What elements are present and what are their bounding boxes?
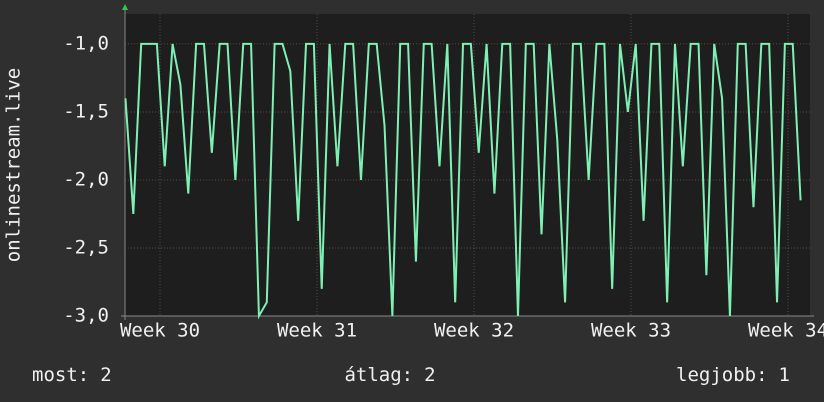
- stat-value: 1: [779, 364, 790, 386]
- stat: most: 2: [32, 364, 112, 386]
- stat-label: legjobb:: [676, 364, 768, 386]
- plot-area: [125, 14, 810, 316]
- axis-arrow: [122, 4, 128, 10]
- stat: átlag: 2: [344, 364, 435, 386]
- stats: most: 2 átlag: 2 legjobb: 1: [32, 364, 790, 386]
- x-tick-label: Week 34: [748, 320, 824, 342]
- y-tick-label: -3,0: [63, 305, 109, 327]
- y-tick-label: -1,0: [63, 32, 109, 54]
- y-tick-label: -2,5: [63, 236, 109, 258]
- data-line: [124, 42, 802, 320]
- y-tick-label: -1,5: [63, 100, 109, 122]
- x-tick-label: Week 33: [591, 320, 671, 342]
- x-tick-label: Week 32: [434, 320, 514, 342]
- stat-label: most:: [32, 364, 89, 386]
- stat-label: átlag:: [344, 364, 413, 386]
- x-tick-label: Week 31: [277, 320, 357, 342]
- stat: legjobb: 1: [676, 364, 790, 386]
- y-axis-label: onlinestream.live: [3, 68, 25, 262]
- stat-value: 2: [100, 364, 111, 386]
- x-tick-label: Week 30: [120, 320, 200, 342]
- y-tick-label: -2,0: [63, 168, 109, 190]
- stat-value: 2: [424, 364, 435, 386]
